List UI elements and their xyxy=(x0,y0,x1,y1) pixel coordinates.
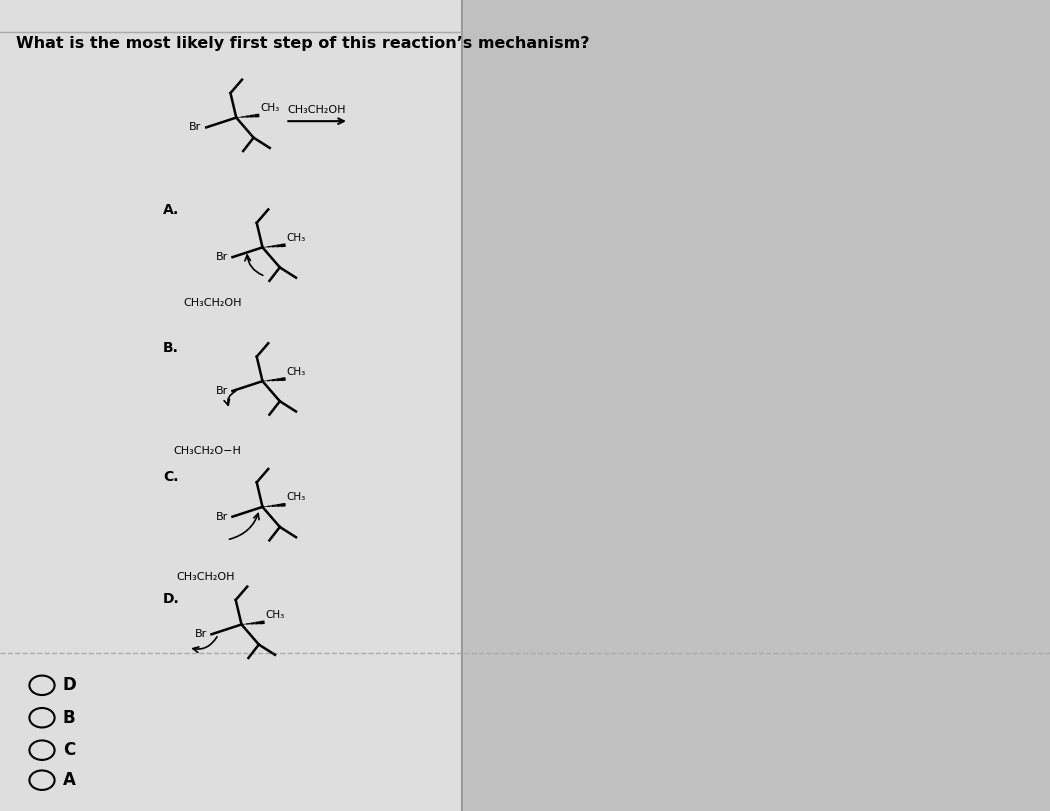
Text: What is the most likely first step of this reaction’s mechanism?: What is the most likely first step of th… xyxy=(16,36,589,51)
Text: Br: Br xyxy=(189,122,202,132)
Text: D: D xyxy=(63,676,77,694)
Text: CH₃CH₂O−H: CH₃CH₂O−H xyxy=(173,446,242,456)
Text: CH₃: CH₃ xyxy=(266,610,285,620)
Text: Br: Br xyxy=(215,252,228,262)
Bar xyxy=(462,0,1050,811)
Text: Br: Br xyxy=(194,629,207,639)
Text: CH₃: CH₃ xyxy=(287,367,306,376)
Text: CH₃: CH₃ xyxy=(287,233,306,243)
Text: B: B xyxy=(63,709,76,727)
Text: C.: C. xyxy=(163,470,178,484)
Text: B.: B. xyxy=(163,341,178,354)
Text: CH₃CH₂OH: CH₃CH₂OH xyxy=(176,572,235,581)
Text: A: A xyxy=(63,771,76,789)
Text: CH₃: CH₃ xyxy=(260,103,279,113)
Text: CH₃CH₂OH: CH₃CH₂OH xyxy=(184,298,243,307)
Text: A.: A. xyxy=(163,203,178,217)
Text: CH₃: CH₃ xyxy=(287,492,306,502)
Text: D.: D. xyxy=(163,592,180,606)
Text: C: C xyxy=(63,741,76,759)
Text: Br: Br xyxy=(215,512,228,521)
Bar xyxy=(0,0,462,811)
Text: CH₃CH₂OH: CH₃CH₂OH xyxy=(288,105,347,115)
Text: Br: Br xyxy=(215,386,228,396)
